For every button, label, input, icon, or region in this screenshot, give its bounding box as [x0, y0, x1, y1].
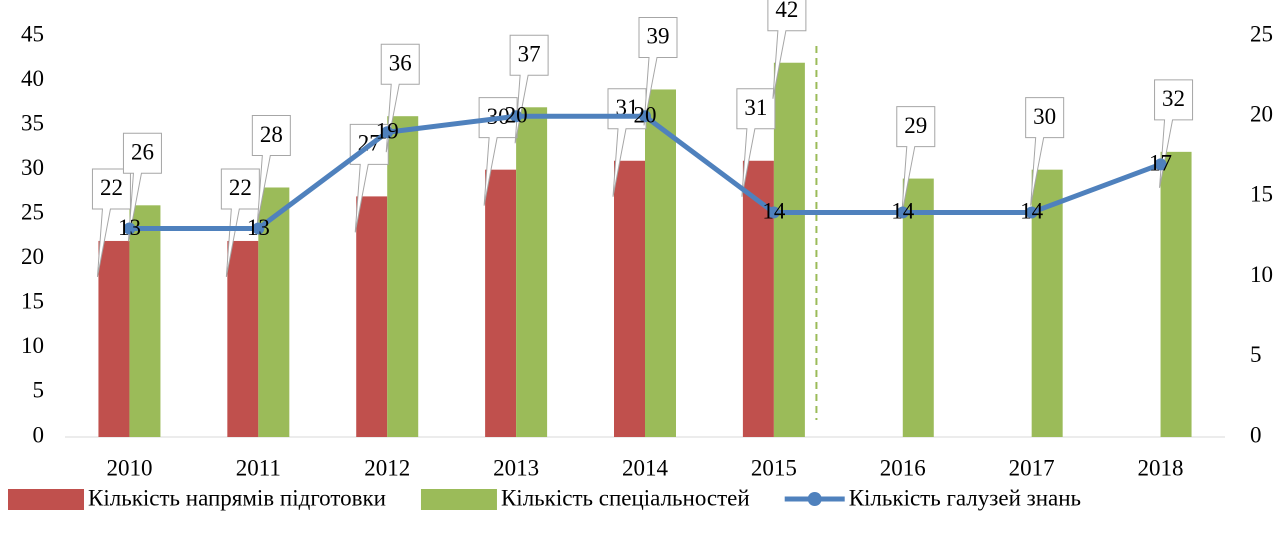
bar: [356, 196, 388, 437]
data-label: 30: [1033, 104, 1056, 129]
callout-box: [896, 106, 936, 215]
line-marker: [123, 222, 136, 235]
line-marker: [510, 110, 523, 123]
data-label: 37: [518, 42, 541, 67]
bar: [773, 62, 805, 437]
line-marker: [381, 126, 394, 139]
y-tick-label: 20: [21, 244, 44, 269]
x-tick-label: 2012: [364, 455, 410, 480]
line-marker: [1025, 206, 1038, 219]
callout-box: [220, 168, 260, 278]
data-label: 42: [775, 0, 798, 22]
y-tick-label: 25: [21, 200, 44, 225]
data-label: 20: [505, 102, 528, 127]
callout-box: [736, 88, 776, 197]
callout-box: [767, 0, 807, 99]
callout-box: [251, 114, 291, 224]
bar: [387, 116, 419, 437]
x-tick-label: 2011: [236, 455, 281, 480]
data-label: 22: [100, 175, 123, 200]
x-tick-label: 2010: [106, 455, 152, 480]
bar: [614, 160, 645, 437]
y2-tick-label: 25: [1250, 21, 1273, 46]
y-tick-label: 5: [33, 378, 45, 403]
y-tick-label: 10: [21, 333, 44, 358]
bar: [645, 89, 676, 437]
data-label: 26: [131, 140, 154, 165]
y2-tick-label: 15: [1250, 182, 1273, 207]
y2-tick-label: 5: [1250, 342, 1262, 367]
bar: [516, 107, 548, 438]
bar: [98, 240, 130, 437]
data-label: 39: [647, 24, 670, 49]
bar: [902, 178, 934, 438]
data-label: 31: [744, 95, 767, 120]
data-label: 36: [389, 50, 412, 75]
data-label: 20: [634, 102, 657, 127]
x-tick-label: 2014: [622, 455, 669, 480]
data-label: 32: [1162, 86, 1185, 111]
line-marker: [639, 110, 651, 123]
y-tick-label: 35: [21, 110, 44, 135]
bar: [129, 205, 161, 437]
bar: [1160, 151, 1192, 437]
bar: [485, 169, 517, 437]
line-marker: [767, 206, 780, 219]
x-tick-label: 2017: [1009, 455, 1055, 480]
y-tick-label: 15: [21, 289, 44, 314]
callout-box: [122, 132, 162, 242]
data-label: 14: [762, 199, 786, 224]
legend-label: Кількість галузей знань: [849, 485, 1081, 510]
x-tick-label: 2015: [751, 455, 797, 480]
data-label: 22: [229, 175, 252, 200]
y-tick-label: 40: [21, 66, 44, 91]
callout-box: [380, 43, 420, 153]
data-label: 14: [1020, 199, 1044, 224]
legend-label: Кількість напрямів підготовки: [88, 485, 386, 510]
y-tick-label: 30: [21, 155, 44, 180]
x-tick-label: 2016: [880, 455, 926, 480]
legend-label: Кількість спеціальностей: [501, 485, 750, 510]
callout-box: [638, 16, 678, 126]
line-marker: [896, 206, 909, 219]
data-label: 14: [891, 199, 915, 224]
line-marker: [252, 222, 265, 235]
data-label: 29: [904, 113, 927, 138]
data-label: 13: [118, 215, 141, 240]
legend-swatch: [807, 492, 822, 506]
y-tick-label: 45: [21, 21, 44, 46]
data-label: 13: [247, 215, 270, 240]
y2-tick-label: 0: [1250, 422, 1262, 447]
x-tick-label: 2013: [493, 455, 539, 480]
y-tick-label: 0: [33, 422, 45, 447]
legend-swatch: [8, 489, 84, 510]
line-marker: [1154, 158, 1167, 171]
bar: [227, 240, 259, 437]
y2-tick-label: 20: [1250, 101, 1273, 126]
callout-box: [1025, 97, 1065, 206]
data-label: 28: [260, 122, 283, 147]
data-label: 17: [1149, 151, 1172, 176]
x-tick-label: 2018: [1138, 455, 1184, 480]
data-label: 19: [376, 119, 399, 144]
callout-box: [478, 97, 518, 206]
y2-tick-label: 10: [1250, 262, 1273, 287]
legend-swatch: [420, 489, 497, 510]
callout-box: [91, 168, 131, 278]
